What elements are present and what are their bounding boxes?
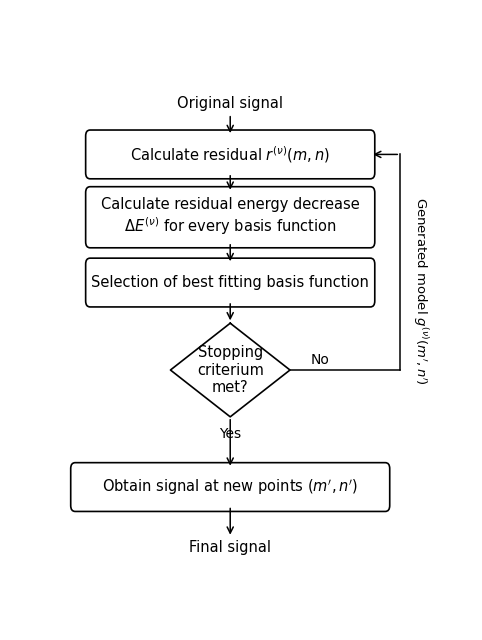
Text: Yes: Yes <box>219 427 241 441</box>
FancyBboxPatch shape <box>86 187 375 248</box>
Text: Generated model $g^{(\nu)}(m', n')$: Generated model $g^{(\nu)}(m', n')$ <box>411 197 430 385</box>
FancyBboxPatch shape <box>86 258 375 307</box>
Text: Calculate residual $r^{(\nu)}(m, n)$: Calculate residual $r^{(\nu)}(m, n)$ <box>130 144 330 164</box>
FancyBboxPatch shape <box>86 130 375 179</box>
FancyBboxPatch shape <box>71 463 390 511</box>
Text: Original signal: Original signal <box>177 97 283 111</box>
Text: Stopping
criterium
met?: Stopping criterium met? <box>197 345 264 395</box>
Text: Obtain signal at new points $(m', n')$: Obtain signal at new points $(m', n')$ <box>102 477 358 497</box>
Text: Selection of best fitting basis function: Selection of best fitting basis function <box>91 275 369 290</box>
Text: Final signal: Final signal <box>189 540 271 555</box>
Text: No: No <box>310 353 329 367</box>
Text: Calculate residual energy decrease
$\Delta E^{(\nu)}$ for every basis function: Calculate residual energy decrease $\Del… <box>101 197 360 237</box>
